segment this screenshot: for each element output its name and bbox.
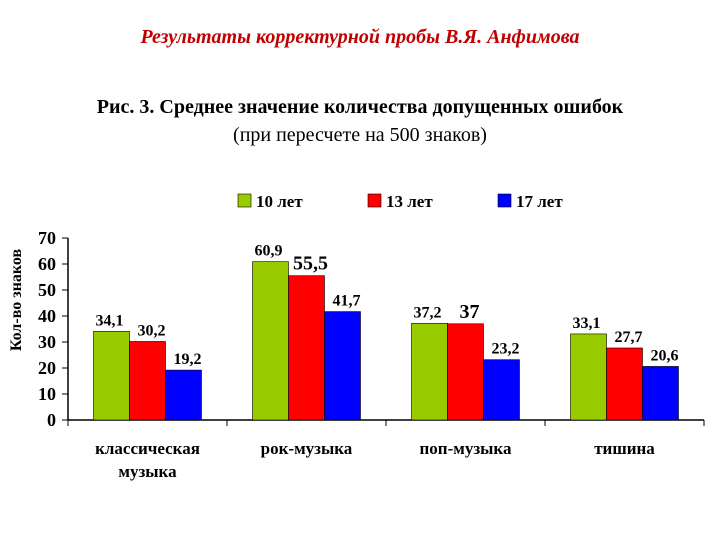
bar	[411, 322, 448, 421]
y-axis-label: Кол-во знаков	[8, 248, 25, 351]
y-tick-label: 40	[38, 306, 56, 326]
bar	[483, 359, 520, 421]
data-label: 37	[460, 301, 480, 323]
data-label: 23,2	[492, 341, 520, 358]
bar	[129, 341, 166, 421]
data-label: 34,1	[96, 312, 124, 329]
category-label: поп-музыка	[420, 439, 512, 458]
legend-label: 13 лет	[386, 192, 433, 211]
data-label: 33,1	[573, 315, 601, 332]
bar	[447, 323, 484, 421]
bar	[165, 369, 202, 421]
data-label: 55,5	[293, 253, 328, 275]
y-tick-label: 30	[38, 332, 56, 352]
figure-caption: Рис. 3. Среднее значение количества допу…	[96, 96, 624, 118]
data-label: 20,6	[651, 347, 679, 364]
y-tick-label: 50	[38, 280, 56, 300]
slide-title: Результаты корректурной пробы В.Я. Анфим…	[140, 26, 580, 48]
bar	[93, 331, 130, 421]
legend-swatch	[497, 193, 512, 208]
legend-swatch	[237, 193, 252, 208]
bar	[288, 275, 325, 421]
data-label: 30,2	[138, 322, 166, 339]
y-tick-label: 0	[47, 410, 56, 430]
data-label: 41,7	[333, 293, 361, 310]
bar	[570, 333, 607, 421]
y-tick-label: 70	[38, 228, 56, 248]
data-label: 60,9	[255, 243, 283, 260]
data-label: 27,7	[615, 329, 643, 346]
category-label: классическая	[95, 439, 200, 458]
legend-swatch	[367, 193, 382, 208]
category-label: рок-музыка	[261, 439, 353, 458]
y-tick-label: 10	[38, 384, 56, 404]
data-label: 37,2	[414, 304, 442, 321]
category-label: музыка	[118, 462, 177, 481]
category-label: тишина	[594, 439, 655, 458]
bar	[606, 347, 643, 421]
bar	[642, 366, 679, 421]
y-tick-label: 20	[38, 358, 56, 378]
figure-caption-note: (при пересчете на 500 знаков)	[233, 124, 487, 146]
legend-label: 10 лет	[256, 192, 303, 211]
y-tick-label: 60	[38, 254, 56, 274]
legend-label: 17 лет	[516, 192, 563, 211]
data-label: 19,2	[174, 351, 202, 368]
bar	[324, 311, 361, 421]
bar	[252, 261, 289, 421]
